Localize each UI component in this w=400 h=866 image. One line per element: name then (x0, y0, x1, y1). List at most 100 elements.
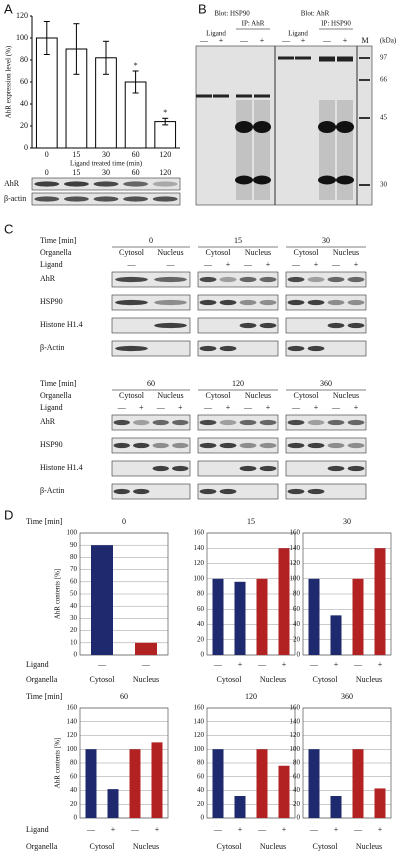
band (307, 419, 325, 426)
protein-label: AhR (40, 417, 56, 426)
ligand-sign: + (314, 403, 319, 412)
ligand-sign: + (178, 403, 183, 412)
y-tick-label: 80 (70, 759, 78, 767)
ligand-sign: — (86, 825, 96, 834)
bar (374, 548, 386, 655)
band (123, 181, 149, 187)
y-tick-label: 40 (293, 786, 301, 794)
bar (374, 788, 386, 818)
band (347, 465, 365, 472)
lane-label: 60 (132, 168, 140, 177)
band (154, 276, 187, 283)
row-label: Ligand (40, 260, 63, 269)
ligand-sign: + (266, 260, 271, 269)
ligand-sign: — (291, 403, 301, 412)
bar (308, 578, 320, 655)
band (307, 276, 325, 283)
y-tick-label: 100 (67, 745, 78, 753)
blot-strip (285, 271, 367, 288)
band (113, 442, 130, 449)
band (327, 465, 345, 472)
organella-label: Nucleus (260, 675, 286, 684)
bar (352, 578, 364, 655)
ligand-sign: — (130, 825, 140, 834)
organella-label: Cytosol (313, 842, 339, 851)
chart-title: 120 (245, 692, 257, 701)
ligand-sign: + (378, 825, 383, 834)
band (259, 465, 277, 472)
y-tick-label: 80 (70, 553, 78, 561)
panel-letter: A (4, 1, 13, 16)
y-tick-label: 0 (74, 814, 78, 822)
y-tick-label: 40 (70, 786, 78, 794)
row-label: Ligand (26, 825, 49, 834)
ligand-sign: — (309, 825, 319, 834)
ip-header: IP: AhR (242, 20, 265, 28)
band (93, 196, 119, 202)
band (199, 276, 217, 283)
ligand-sign: + (139, 403, 144, 412)
y-tick-label: 60 (197, 772, 205, 780)
band (199, 442, 217, 449)
bar (154, 121, 177, 149)
organella-label: Cytosol (206, 248, 232, 257)
band (239, 419, 257, 426)
blot-strip (197, 317, 279, 334)
row-label: Organella (26, 675, 58, 684)
blot-strip (285, 317, 367, 334)
bar (135, 642, 157, 655)
y-tick-label: 0 (201, 814, 205, 822)
marker-size: 66 (380, 76, 388, 84)
band (123, 196, 149, 202)
band (113, 488, 130, 495)
blot-strip (285, 340, 367, 357)
bar (278, 548, 290, 655)
blot-header: Blot: HSP90 (214, 10, 250, 18)
blot-strip (111, 460, 191, 477)
band (199, 299, 217, 306)
band (253, 121, 271, 133)
ligand-sign: + (314, 260, 319, 269)
smear (254, 100, 270, 200)
y-tick-label: 80 (293, 759, 301, 767)
band (319, 56, 335, 62)
annotation: * (163, 108, 167, 117)
bar (352, 749, 364, 818)
band (336, 175, 354, 185)
organella-label: Cytosol (294, 391, 320, 400)
plot-frame (302, 532, 392, 656)
y-tick-label: 70 (70, 565, 78, 573)
protein-label: Histone H1.4 (40, 320, 83, 329)
y-tick-label: 60 (293, 605, 301, 613)
smear (337, 100, 353, 200)
organella-label: Nucleus (133, 675, 159, 684)
y-tick-label: 40 (20, 99, 28, 108)
band (307, 345, 325, 352)
y-tick-label: 60 (293, 772, 301, 780)
ligand-sign: — (353, 825, 363, 834)
band (152, 465, 169, 472)
lane-sign: — (281, 36, 291, 45)
band (152, 196, 178, 202)
band (259, 322, 277, 329)
blot-strip (111, 437, 191, 454)
time-label: 360 (320, 379, 332, 388)
x-tick-label: 15 (72, 150, 80, 159)
ligand-sign: — (257, 825, 267, 834)
ligand-sign: — (331, 260, 341, 269)
marker-band (359, 57, 370, 59)
y-tick-label: 20 (293, 800, 301, 808)
blot-header: Blot: AhR (301, 10, 330, 18)
lane-label: 15 (72, 168, 80, 177)
ligand-sign: — (291, 260, 301, 269)
row-label: Time [min] (26, 517, 63, 526)
ligand-sign: + (266, 403, 271, 412)
lane-sign: + (343, 36, 348, 45)
x-tick-label: 60 (132, 150, 140, 159)
y-tick-label: 40 (197, 786, 205, 794)
lane-sign: — (199, 36, 209, 45)
bar (330, 796, 342, 818)
time-label: 0 (149, 236, 153, 245)
time-label: 120 (232, 379, 244, 388)
y-tick-label: 100 (194, 574, 205, 582)
